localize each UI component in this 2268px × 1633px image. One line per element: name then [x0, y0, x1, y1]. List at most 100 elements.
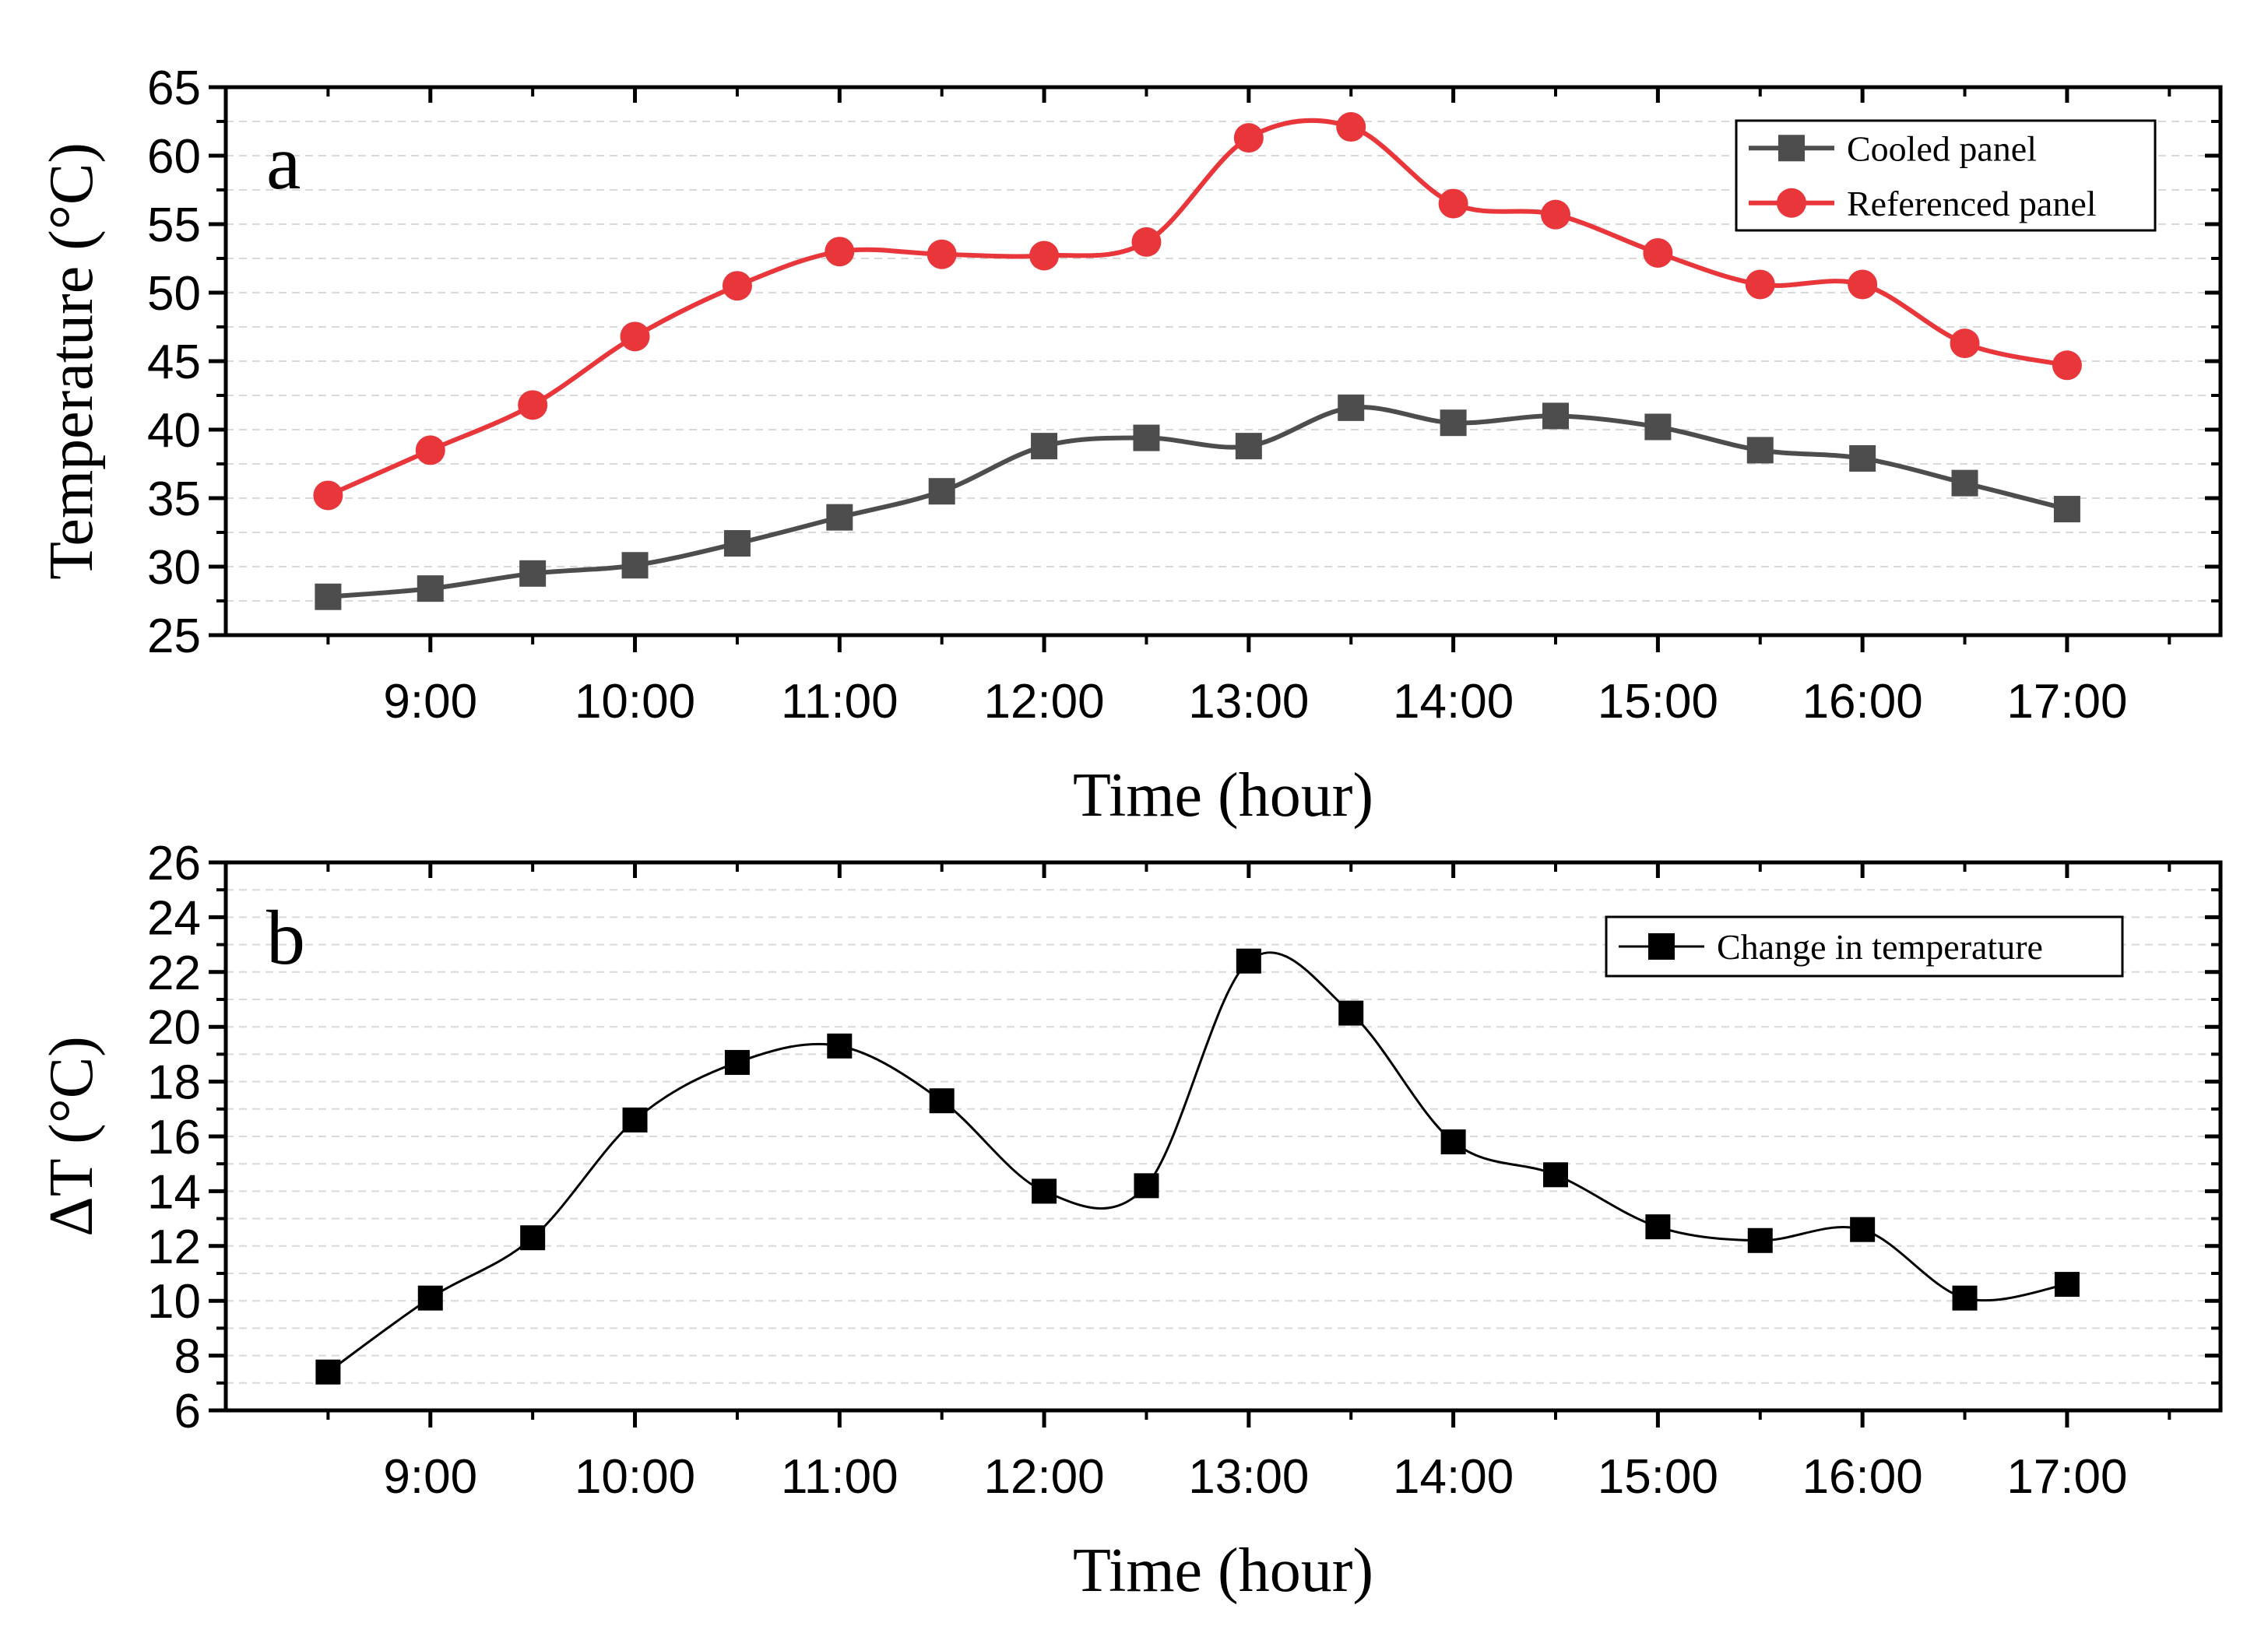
- data-point: [1134, 1173, 1159, 1199]
- y-tick-label: 26: [147, 837, 201, 890]
- y-tick-label: 55: [147, 198, 201, 252]
- y-tick-label: 14: [147, 1165, 201, 1219]
- data-point: [1541, 199, 1570, 230]
- data-point: [1643, 237, 1673, 268]
- data-point: [927, 239, 957, 269]
- x-tick-label: 11:00: [781, 675, 898, 729]
- data-point: [1849, 444, 1876, 472]
- legend-marker: [1777, 188, 1806, 218]
- data-point: [1338, 394, 1365, 421]
- data-point: [929, 1088, 955, 1114]
- legend-marker: [1648, 933, 1675, 960]
- data-point: [520, 1225, 546, 1251]
- x-tick-label: 17:00: [2006, 1450, 2127, 1504]
- data-point: [1747, 1227, 1773, 1253]
- x-tick-label: 14:00: [1393, 675, 1514, 729]
- y-tick-label: 20: [147, 1001, 201, 1055]
- data-point: [1951, 469, 1978, 497]
- panel-label: a: [266, 119, 301, 205]
- data-point: [1440, 1129, 1466, 1155]
- data-point: [2054, 1272, 2080, 1298]
- data-point: [518, 390, 548, 420]
- data-point: [1338, 1000, 1364, 1026]
- x-tick-label: 11:00: [781, 1450, 898, 1504]
- x-tick-label: 12:00: [983, 675, 1104, 729]
- data-point: [1746, 437, 1774, 464]
- data-point: [1029, 241, 1060, 271]
- x-tick-label: 17:00: [2006, 675, 2127, 729]
- data-point: [1031, 433, 1058, 460]
- series-line: [327, 951, 2068, 1373]
- series-line: [328, 405, 2068, 599]
- data-point: [1850, 1217, 1876, 1242]
- data-point: [1235, 433, 1262, 460]
- x-tick-label: 15:00: [1598, 675, 1718, 729]
- x-tick-label: 13:00: [1188, 1450, 1309, 1504]
- data-point: [519, 560, 547, 587]
- data-point: [1952, 1285, 1978, 1311]
- y-tick-label: 25: [147, 609, 201, 663]
- legend-label: Cooled panel: [1847, 128, 2037, 168]
- x-axis-title: Time (hour): [1073, 1536, 1373, 1605]
- data-point: [1236, 948, 1261, 974]
- x-tick-label: 15:00: [1598, 1450, 1718, 1504]
- y-tick-label: 18: [147, 1056, 201, 1110]
- y-tick-label: 8: [174, 1330, 201, 1384]
- data-point: [1950, 328, 1980, 359]
- legend-label: Change in temperature: [1717, 927, 2043, 967]
- data-point: [1645, 1214, 1671, 1240]
- data-point: [620, 321, 650, 352]
- y-tick-label: 50: [147, 267, 201, 321]
- x-tick-label: 12:00: [983, 1450, 1104, 1504]
- data-point: [1233, 123, 1264, 153]
- x-tick-label: 10:00: [575, 1450, 695, 1504]
- y-tick-label: 65: [147, 61, 201, 115]
- legend-marker: [1778, 135, 1805, 162]
- x-tick-label: 16:00: [1802, 1450, 1923, 1504]
- y-tick-label: 45: [147, 335, 201, 389]
- data-point: [1032, 1178, 1057, 1204]
- data-point: [1644, 413, 1672, 441]
- data-point: [415, 435, 445, 465]
- data-point: [1543, 1162, 1568, 1188]
- x-tick-label: 9:00: [383, 1450, 477, 1504]
- data-point: [1745, 269, 1775, 300]
- data-point: [1848, 269, 1878, 300]
- data-point: [928, 478, 955, 505]
- data-point: [417, 575, 444, 602]
- y-tick-label: 35: [147, 472, 201, 526]
- data-point: [1336, 112, 1366, 142]
- y-tick-label: 16: [147, 1111, 201, 1164]
- x-tick-label: 14:00: [1393, 1450, 1514, 1504]
- chart-panel-a: 25 30 35 40 45 50 55 60 65 9:00 10:00 11:00 12:00 13:…: [37, 61, 2223, 830]
- y-axis-title: Temperature (°C): [37, 142, 106, 580]
- plot-frame: [223, 85, 2223, 637]
- data-point: [621, 552, 649, 579]
- x-tick-label: 9:00: [383, 675, 477, 729]
- x-tick-label: 16:00: [1802, 675, 1923, 729]
- y-tick-label: 10: [147, 1275, 201, 1329]
- data-point: [724, 1049, 750, 1075]
- data-point: [1131, 227, 1162, 257]
- data-point: [826, 504, 853, 531]
- data-point: [417, 1285, 443, 1311]
- y-tick-label: 30: [147, 541, 201, 595]
- x-tick-label: 13:00: [1188, 675, 1309, 729]
- data-point: [1542, 402, 1569, 430]
- data-point: [1440, 409, 1467, 437]
- data-point: [315, 1359, 341, 1385]
- data-point: [723, 530, 751, 557]
- data-point: [1133, 424, 1160, 451]
- panel-label: b: [266, 894, 305, 981]
- data-point: [1438, 188, 1468, 219]
- y-tick-label: 40: [147, 404, 201, 458]
- y-tick-label: 6: [174, 1385, 201, 1438]
- legend-label: Referenced panel: [1847, 184, 2097, 223]
- data-point: [315, 583, 342, 610]
- y-tick-label: 12: [147, 1220, 201, 1274]
- y-tick-label: 60: [147, 130, 201, 184]
- data-point: [2053, 496, 2080, 523]
- data-point: [313, 480, 343, 511]
